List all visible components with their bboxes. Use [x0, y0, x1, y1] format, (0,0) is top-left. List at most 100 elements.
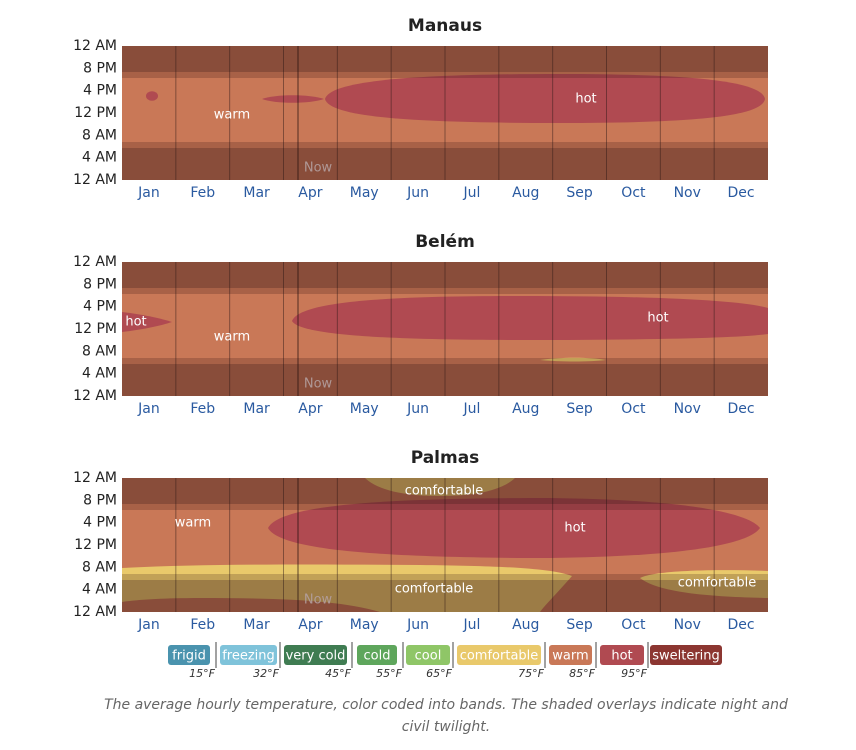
- region-label: hot: [564, 521, 585, 536]
- x-tick-label: Jul: [462, 617, 480, 633]
- hot-region: [262, 95, 324, 103]
- night-overlay: [122, 580, 768, 612]
- threshold-label: 95°F: [621, 667, 647, 680]
- legend-swatch: [406, 645, 450, 665]
- comfortable-region: [122, 564, 572, 612]
- threshold-label: 32°F: [253, 667, 279, 680]
- chart-title: Palmas: [411, 448, 480, 468]
- region-label: comfortable: [395, 582, 474, 597]
- threshold-label: 75°F: [518, 667, 544, 680]
- legend-label: comfortable: [460, 649, 539, 664]
- twilight-overlay: [122, 142, 768, 148]
- x-tick-label: Jul: [462, 185, 480, 201]
- legend-label: freezing: [222, 649, 275, 664]
- threshold-label: 55°F: [376, 667, 402, 680]
- x-tick-label: Dec: [728, 617, 755, 633]
- x-tick-label: Aug: [512, 617, 539, 633]
- threshold-label: 45°F: [325, 667, 351, 680]
- legend-label: frigid: [172, 649, 206, 664]
- hot-region: [325, 74, 765, 123]
- night-overlay: [122, 478, 768, 504]
- y-tick-label: 12 AM: [73, 38, 117, 54]
- y-tick-label: 8 PM: [83, 276, 117, 292]
- threshold-label: 65°F: [426, 667, 452, 680]
- y-tick-label: 4 PM: [83, 83, 117, 99]
- twilight-overlay: [122, 358, 768, 364]
- night-overlay: [122, 148, 768, 180]
- x-tick-label: Sep: [566, 185, 593, 201]
- x-tick-label: Jan: [137, 401, 160, 417]
- x-tick-label: Mar: [243, 617, 270, 633]
- y-tick-label: 12 PM: [74, 321, 117, 337]
- legend-label: hot: [611, 649, 632, 664]
- twilight-overlay: [122, 574, 768, 580]
- now-label: Now: [304, 161, 333, 176]
- legend-swatch: [549, 645, 592, 665]
- y-tick-label: 12 AM: [73, 604, 117, 620]
- y-tick-label: 12 AM: [73, 172, 117, 188]
- region-label: hot: [125, 315, 146, 330]
- legend-swatch: [457, 645, 541, 665]
- y-tick-label: 4 AM: [82, 582, 117, 598]
- y-tick-label: 8 AM: [82, 559, 117, 575]
- caption: The average hourly temperature, color co…: [104, 697, 788, 713]
- y-tick-label: 12 AM: [73, 388, 117, 404]
- threshold-label: 15°F: [189, 667, 215, 680]
- legend-label: very cold: [286, 649, 346, 664]
- x-tick-label: Mar: [243, 185, 270, 201]
- twilight-overlay: [122, 288, 768, 294]
- x-tick-label: Feb: [190, 401, 215, 417]
- x-tick-label: Apr: [298, 185, 322, 201]
- hot-region: [122, 312, 172, 332]
- twilight-overlay: [122, 72, 768, 78]
- x-tick-label: Aug: [512, 185, 539, 201]
- region-label: comfortable: [405, 484, 484, 499]
- region-label: comfortable: [678, 576, 757, 591]
- x-tick-label: Oct: [621, 185, 646, 201]
- x-tick-label: Oct: [621, 617, 646, 633]
- y-tick-label: 12 AM: [73, 254, 117, 270]
- legend-label: cool: [415, 649, 442, 664]
- x-tick-label: Nov: [674, 401, 701, 417]
- y-tick-label: 8 PM: [83, 492, 117, 508]
- night-overlay: [122, 262, 768, 288]
- x-tick-label: Nov: [674, 617, 701, 633]
- legend-swatch: [284, 645, 347, 665]
- y-tick-label: 8 AM: [82, 127, 117, 143]
- hot-region: [146, 91, 158, 101]
- region-label: warm: [175, 516, 211, 531]
- x-tick-label: Mar: [243, 401, 270, 417]
- x-tick-label: Feb: [190, 185, 215, 201]
- x-tick-label: Oct: [621, 401, 646, 417]
- y-tick-label: 4 AM: [82, 150, 117, 166]
- legend-label: warm: [552, 649, 588, 664]
- y-tick-label: 12 PM: [74, 537, 117, 553]
- region-label: warm: [214, 108, 250, 123]
- night-overlay: [122, 46, 768, 72]
- x-tick-label: Jan: [137, 617, 160, 633]
- x-tick-label: Sep: [566, 401, 593, 417]
- y-tick-label: 4 PM: [83, 515, 117, 531]
- threshold-label: 85°F: [569, 667, 595, 680]
- chart-title: Manaus: [408, 16, 482, 36]
- legend-swatch: [600, 645, 644, 665]
- y-tick-label: 8 AM: [82, 343, 117, 359]
- comfortable-region: [365, 478, 515, 496]
- y-tick-label: 8 PM: [83, 60, 117, 76]
- now-label: Now: [304, 377, 333, 392]
- x-tick-label: May: [350, 617, 379, 633]
- legend-swatch: [220, 645, 277, 665]
- x-tick-label: Apr: [298, 617, 322, 633]
- legend-swatch: [650, 645, 722, 665]
- y-tick-label: 12 AM: [73, 470, 117, 486]
- twilight-overlay: [122, 504, 768, 510]
- region-label: hot: [575, 92, 596, 107]
- x-tick-label: May: [350, 185, 379, 201]
- x-tick-label: Dec: [728, 185, 755, 201]
- x-tick-label: Apr: [298, 401, 322, 417]
- x-tick-label: Sep: [566, 617, 593, 633]
- legend-swatch: [357, 645, 397, 665]
- legend-label: cold: [364, 649, 391, 664]
- x-tick-label: Jun: [406, 401, 429, 417]
